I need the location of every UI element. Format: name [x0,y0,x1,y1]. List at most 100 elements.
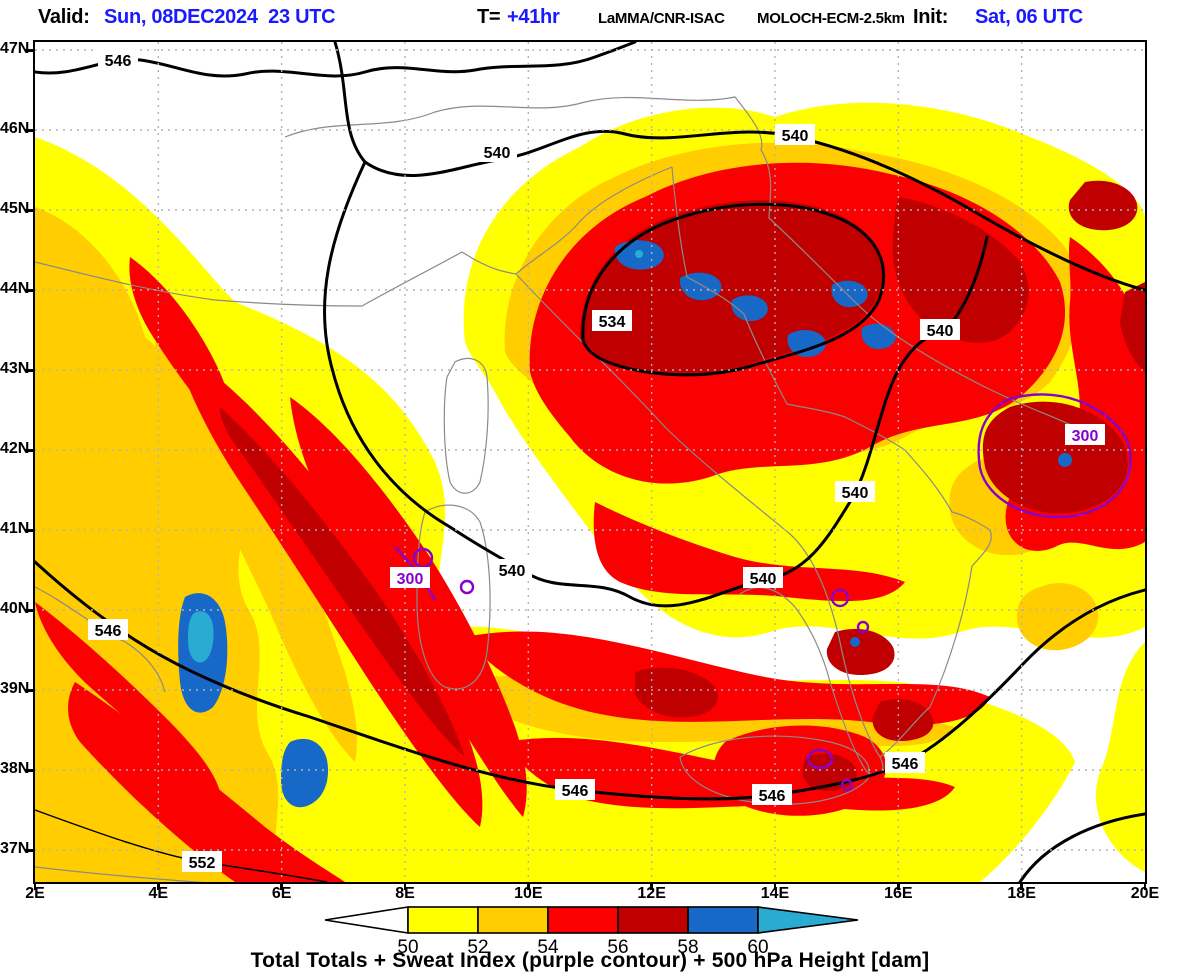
lat-tick [25,529,34,532]
lon-label: 6E [271,885,292,902]
contour-label-box [390,567,430,588]
lon-label: 14E [760,885,790,902]
legend-value: 56 [607,937,628,958]
lat-tick [25,449,34,452]
institution-label: LaMMA/CNR-ISAC [598,10,725,27]
lat-tick [25,129,34,132]
contour-label-box [835,481,875,502]
tt-fill-cyan [188,250,643,663]
lat-tick [25,849,34,852]
forecast-hour-value: +41hr [507,6,560,28]
contour-map: 546 540 540 534 540 300 300 540 540 540 546 546 546 5… [35,42,1145,882]
lat-tick [25,609,34,612]
lon-label: 2E [25,885,45,902]
contour-label: 546 [892,756,919,773]
map-area: 546 540 540 534 540 300 300 540 540 540 546 546 546 5… [33,40,1147,884]
lon-tick [897,882,900,890]
legend-value: 60 [747,937,768,958]
contour-label-box [98,49,138,70]
lon-label: 10E [514,885,543,902]
lon-tick [650,882,653,890]
model-label: MOLOCH-ECM-2.5km [757,10,905,27]
contour-label-box [592,310,632,331]
height-contours [35,42,1145,882]
lat-tick [25,209,34,212]
contour-label: 300 [1072,428,1099,445]
lon-tick [773,882,777,890]
lat-tick [25,289,34,292]
lon-tick [33,882,37,890]
lat-label: 38N [0,760,30,777]
contour-value-labels: 546 540 540 534 540 300 300 540 540 540 546 546 546 5… [88,49,1105,872]
legend-above-arrow [757,906,859,934]
contour-label: 546 [105,53,132,70]
legend-band [687,906,759,934]
lon-tick [1143,882,1147,890]
forecast-hour-label: T= [477,6,501,28]
contour-label-box [492,559,532,580]
contour-label: 300 [397,571,424,588]
contour-label: 540 [927,323,954,340]
contour-label: 534 [599,314,626,331]
legend-band [407,906,479,934]
lat-tick [25,369,34,372]
lon-label: 16E [884,885,913,902]
lat-tick [25,769,34,772]
lon-tick [280,882,283,890]
legend-colorbar: 50 52 54 56 58 60 [324,906,859,958]
contour-label: 540 [750,571,777,588]
legend-band [477,906,549,934]
lat-label: 37N [0,840,30,857]
contour-label: 540 [499,563,526,580]
init-value: Sat, 06 UTC [975,6,1083,28]
lon-label: 8E [395,885,415,902]
lat-label: 40N [0,600,30,617]
contour-label-box [743,567,783,588]
contour-label-box [775,124,815,145]
valid-value: Sun, 08DEC2024 23 UTC [104,6,336,28]
contour-label: 546 [95,623,122,640]
lat-label: 43N [0,360,30,377]
lon-label: 12E [637,885,666,902]
lat-tick [25,49,34,52]
legend-value: 58 [677,937,698,958]
lat-label: 39N [0,680,30,697]
lon-tick [403,882,407,890]
contour-label-box [477,141,517,162]
lon-tick [1020,882,1023,890]
contour-label: 540 [842,485,869,502]
contour-label-box [920,319,960,340]
contour-label-box [752,784,792,805]
legend-value: 52 [467,937,488,958]
legend-value: 50 [397,937,418,958]
legend-band [547,906,619,934]
legend-value: 54 [537,937,559,958]
contour-label: 540 [782,128,809,145]
lat-label: 45N [0,200,30,217]
lon-tick [527,882,530,890]
lat-tick [25,689,34,692]
lon-label: 20E [1130,885,1160,902]
lat-label: 44N [0,280,30,297]
contour-label-box [555,779,595,800]
contour-label-box [88,619,128,640]
contour-label: 540 [484,145,511,162]
lat-label: 47N [0,40,30,57]
contour-label: 552 [189,855,216,872]
legend-band [617,906,689,934]
contour-label: 546 [562,783,589,800]
lat-label: 42N [0,440,30,457]
lon-tick [157,882,160,890]
init-label: Init: [913,6,949,28]
valid-label: Valid: [38,6,90,28]
lon-label: 4E [148,885,169,902]
lat-label: 46N [0,120,30,137]
contour-label-box [182,851,222,872]
contour-label: 546 [759,788,786,805]
lat-label: 41N [0,520,30,537]
graticule [35,42,1145,882]
chart-caption: Total Totals + Sweat Index (purple conto… [250,949,930,972]
contour-label-box [885,752,925,773]
lon-label: 18E [1007,885,1036,902]
